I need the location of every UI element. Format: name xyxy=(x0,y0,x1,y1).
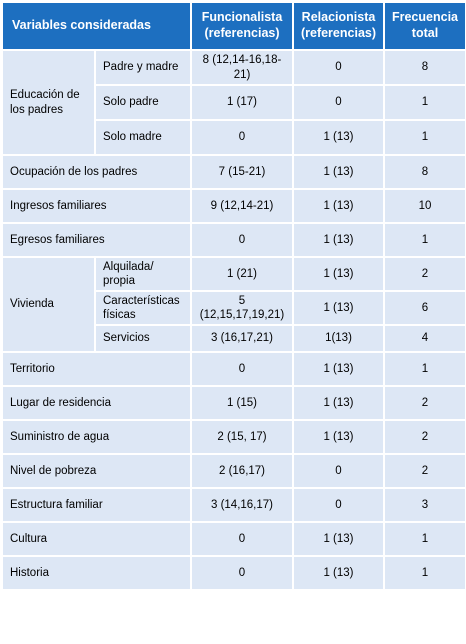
table-row: Cultura 0 1 (13) 1 xyxy=(1,521,466,557)
variable-cell: Ingresos familiares xyxy=(1,188,192,224)
relacionista-cell: 1 (13) xyxy=(292,521,385,557)
funcionalista-cell: 3 (16,17,21) xyxy=(190,324,294,353)
variable-cell: Lugar de residencia xyxy=(1,385,192,421)
variable-cell: Suministro de agua xyxy=(1,419,192,455)
table-row: Territorio 0 1 (13) 1 xyxy=(1,351,466,387)
table-row: Suministro de agua 2 (15, 17) 1 (13) 2 xyxy=(1,419,466,455)
frecuencia-cell: 1 xyxy=(383,521,466,557)
funcionalista-cell: 0 xyxy=(190,521,294,557)
frecuencia-cell: 8 xyxy=(383,49,466,86)
funcionalista-cell: 0 xyxy=(190,351,294,387)
funcionalista-cell: 7 (15-21) xyxy=(190,154,294,190)
header-funcionalista: Funcionalista (referencias) xyxy=(190,1,294,51)
header-row: Variables consideradas Funcionalista (re… xyxy=(1,1,466,51)
variable-cell: Cultura xyxy=(1,521,192,557)
table-row: Ocupación de los padres 7 (15-21) 1 (13)… xyxy=(1,154,466,190)
table-row: Servicios 3 (16,17,21) 1(13) 4 xyxy=(2,324,466,353)
variable-cell: Servicios xyxy=(94,324,192,353)
funcionalista-cell: 2 (15, 17) xyxy=(190,419,294,455)
relacionista-cell: 1 (13) xyxy=(292,222,385,258)
relacionista-cell: 1 (13) xyxy=(292,555,385,591)
variable-cell: Ocupación de los padres xyxy=(1,154,192,190)
table-row: Historia 0 1 (13) 1 xyxy=(1,555,466,591)
table-row: Egresos familiares 0 1 (13) 1 xyxy=(1,222,466,258)
frecuencia-cell: 10 xyxy=(383,188,466,224)
table-row: Solo madre 0 1 (13) 1 xyxy=(2,119,466,156)
variable-cell: Características físicas xyxy=(94,290,192,326)
relacionista-cell: 1 (13) xyxy=(292,256,385,292)
table-row: Vivienda Alquilada/ propia 1 (21) 1 (13)… xyxy=(1,256,466,353)
table-row: Educación de los padres Padre y madre 8 … xyxy=(1,49,466,156)
funcionalista-cell: 0 xyxy=(190,555,294,591)
relacionista-cell: 1 (13) xyxy=(292,419,385,455)
table-row: Características físicas 5 (12,15,17,19,2… xyxy=(2,290,466,326)
frecuencia-cell: 2 xyxy=(383,453,466,489)
table-row: Lugar de residencia 1 (15) 1 (13) 2 xyxy=(1,385,466,421)
table-row: Solo padre 1 (17) 0 1 xyxy=(2,84,466,121)
relacionista-cell: 1 (13) xyxy=(292,154,385,190)
group-educacion: Educación de los padres xyxy=(1,49,96,156)
funcionalista-cell: 3 (14,16,17) xyxy=(190,487,294,523)
funcionalista-cell: 9 (12,14-21) xyxy=(190,188,294,224)
variable-cell: Nivel de pobreza xyxy=(1,453,192,489)
relacionista-cell: 0 xyxy=(292,453,385,489)
variable-cell: Historia xyxy=(1,555,192,591)
variable-cell: Solo madre xyxy=(94,119,192,156)
header-relacionista: Relacionista (referencias) xyxy=(292,1,385,51)
funcionalista-cell: 0 xyxy=(190,119,294,156)
frecuencia-cell: 1 xyxy=(383,84,466,121)
frecuencia-cell: 4 xyxy=(383,324,466,353)
frecuencia-cell: 1 xyxy=(383,351,466,387)
relacionista-cell: 0 xyxy=(292,49,385,86)
relacionista-cell: 1 (13) xyxy=(292,119,385,156)
variable-cell: Estructura familiar xyxy=(1,487,192,523)
frecuencia-cell: 2 xyxy=(383,419,466,455)
table-row: Nivel de pobreza 2 (16,17) 0 2 xyxy=(1,453,466,489)
table-row: Estructura familiar 3 (14,16,17) 0 3 xyxy=(1,487,466,523)
frecuencia-cell: 2 xyxy=(383,256,466,292)
header-variables: Variables consideradas xyxy=(1,1,192,51)
frecuencia-cell: 8 xyxy=(383,154,466,190)
variable-cell: Alquilada/ propia xyxy=(94,256,192,292)
frecuencia-cell: 2 xyxy=(383,385,466,421)
funcionalista-cell: 2 (16,17) xyxy=(190,453,294,489)
variable-cell: Padre y madre xyxy=(94,49,192,86)
variable-cell: Egresos familiares xyxy=(1,222,192,258)
funcionalista-cell: 1 (15) xyxy=(190,385,294,421)
relacionista-cell: 1 (13) xyxy=(292,188,385,224)
variables-table: Variables consideradas Funcionalista (re… xyxy=(1,1,466,591)
funcionalista-cell: 0 xyxy=(190,222,294,258)
relacionista-cell: 1(13) xyxy=(292,324,385,353)
table-row: Ingresos familiares 9 (12,14-21) 1 (13) … xyxy=(1,188,466,224)
frecuencia-cell: 3 xyxy=(383,487,466,523)
frecuencia-cell: 1 xyxy=(383,555,466,591)
variable-cell: Territorio xyxy=(1,351,192,387)
frecuencia-cell: 6 xyxy=(383,290,466,326)
frecuencia-cell: 1 xyxy=(383,222,466,258)
relacionista-cell: 1 (13) xyxy=(292,385,385,421)
relacionista-cell: 1 (13) xyxy=(292,351,385,387)
funcionalista-cell: 5 (12,15,17,19,21) xyxy=(190,290,294,326)
funcionalista-cell: 1 (21) xyxy=(190,256,294,292)
relacionista-cell: 0 xyxy=(292,487,385,523)
group-vivienda: Vivienda xyxy=(1,256,96,353)
relacionista-cell: 1 (13) xyxy=(292,290,385,326)
funcionalista-cell: 1 (17) xyxy=(190,84,294,121)
variable-cell: Solo padre xyxy=(94,84,192,121)
relacionista-cell: 0 xyxy=(292,84,385,121)
header-frecuencia: Frecuencia total xyxy=(383,1,466,51)
frecuencia-cell: 1 xyxy=(383,119,466,156)
funcionalista-cell: 8 (12,14-16,18-21) xyxy=(190,49,294,86)
